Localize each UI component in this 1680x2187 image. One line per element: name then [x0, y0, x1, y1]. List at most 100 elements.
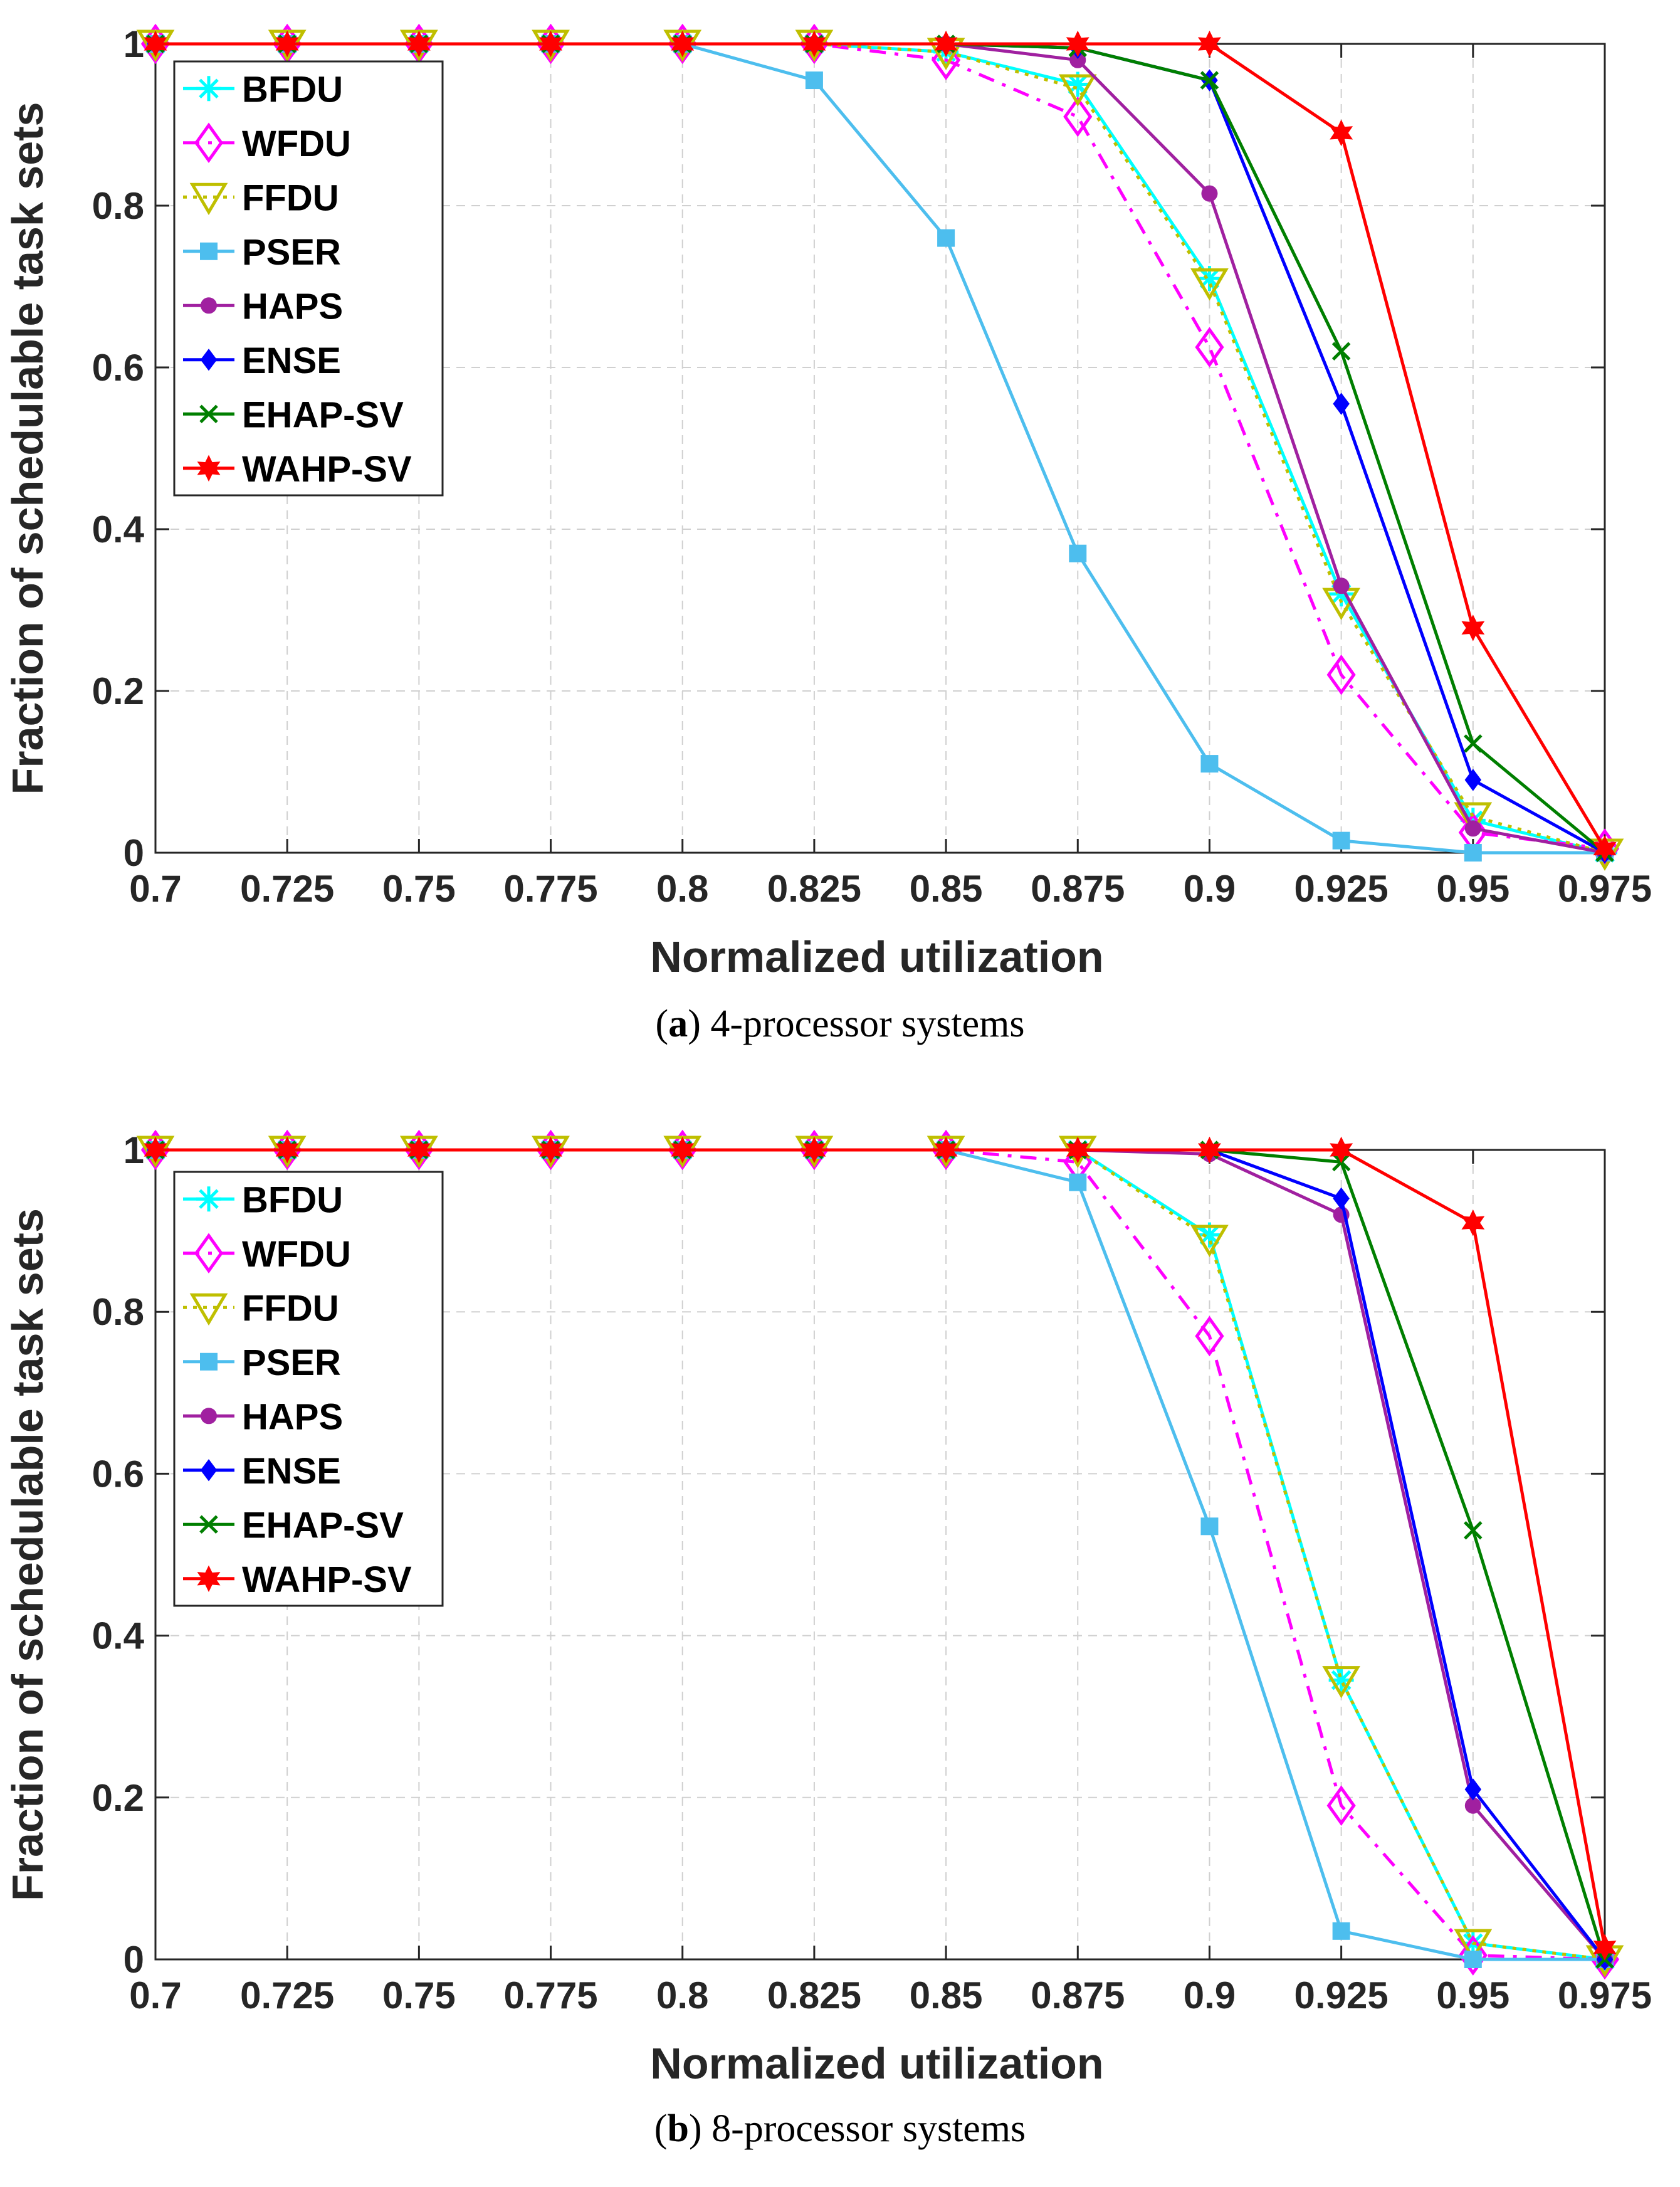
data-point-wahp-sv: [144, 1136, 167, 1164]
data-point-ffdu: [1322, 1666, 1361, 1699]
data-point-wahp-sv: [802, 1136, 826, 1164]
y-axis-label: Fraction of schedulable task sets: [3, 102, 52, 795]
x-tick-label: 0.975: [1558, 1974, 1652, 2016]
x-tick-label: 0.85: [910, 868, 983, 910]
legend-marker-ense: [200, 1459, 218, 1482]
data-point-ffdu: [1190, 268, 1229, 301]
legend-marker-ense: [200, 349, 218, 371]
x-tick-label: 0.9: [1184, 868, 1236, 910]
data-point-wahp-sv: [407, 30, 431, 58]
legend-marker-wahp-sv: [197, 1565, 221, 1593]
data-point-ffdu: [1454, 1929, 1493, 1962]
data-point-wfdu: [1195, 327, 1224, 368]
legend-item-haps: HAPS: [183, 286, 343, 327]
data-point-pser: [1200, 1517, 1219, 1536]
caption-b: (b) 8-processor systems: [654, 2107, 1026, 2150]
y-tick-label: 0.2: [92, 1777, 144, 1819]
x-tick-label: 0.875: [1031, 1974, 1125, 2016]
legend-marker-bfdu: [196, 76, 221, 102]
x-tick-label: 0.725: [240, 1974, 334, 2016]
caption-b-text: 8-processor systems: [711, 2107, 1026, 2150]
legend-item-bfdu: BFDU: [183, 69, 343, 110]
legend-label-wahp-sv: WAHP-SV: [242, 1559, 412, 1600]
y-tick-label: 1: [123, 1129, 144, 1171]
legend-marker-ehap-sv: [199, 404, 218, 424]
x-tick-label: 0.95: [1436, 1974, 1509, 2016]
legend-marker-ehap-sv: [199, 1515, 218, 1534]
x-tick-label: 0.825: [767, 1974, 861, 2016]
data-point-wfdu: [1458, 1935, 1488, 1976]
data-point-wahp-sv: [934, 30, 958, 58]
y-tick-label: 0.6: [92, 1453, 144, 1495]
legend: BFDU WFDU FFDU PSER HAPS ENSE EHAP-SV WAHP-SV: [173, 1171, 444, 1607]
legend-item-bfdu: BFDU: [183, 1179, 343, 1220]
x-tick-label: 0.85: [910, 1974, 983, 2016]
x-axis-label: Normalized utilization: [650, 932, 1103, 981]
legend-box: [173, 1171, 444, 1607]
x-tick-label: 0.7: [129, 868, 181, 910]
legend-item-pser: PSER: [183, 232, 341, 273]
legend-label-ehap-sv: EHAP-SV: [242, 394, 404, 435]
data-point-wfdu: [1326, 1785, 1356, 1826]
data-point-ense: [1464, 1778, 1482, 1801]
data-point-pser: [1464, 844, 1482, 862]
legend-label-ense: ENSE: [242, 340, 341, 381]
data-point-pser: [1464, 1951, 1482, 1968]
x-tick-label: 0.775: [503, 868, 597, 910]
legend-label-ehap-sv: EHAP-SV: [242, 1505, 404, 1546]
data-point-wfdu: [1195, 1315, 1224, 1357]
data-point-wfdu: [1326, 654, 1356, 695]
legend-item-wfdu: WFDU: [183, 1233, 351, 1275]
legend-label-ense: ENSE: [242, 1451, 341, 1492]
x-tick-label: 0.925: [1294, 1974, 1389, 2016]
legend-label-haps: HAPS: [242, 1396, 343, 1437]
series-line-wahp-sv: [155, 42, 1607, 850]
legend-label-wahp-sv: WAHP-SV: [242, 449, 412, 490]
data-point-haps: [1464, 820, 1481, 837]
y-tick-label: 0: [123, 832, 144, 874]
data-point-wahp-sv: [1593, 835, 1617, 862]
data-point-wahp-sv: [802, 30, 826, 58]
legend-marker-pser: [200, 1352, 218, 1371]
data-point-ffdu: [1454, 802, 1493, 835]
data-point-wahp-sv: [407, 1136, 431, 1164]
series-line-wahp-sv: [155, 1148, 1607, 1948]
data-point-wfdu: [1063, 96, 1093, 137]
data-point-wahp-sv: [539, 30, 562, 58]
data-point-wahp-sv: [1593, 1934, 1617, 1961]
data-point-pser: [937, 229, 955, 247]
legend-marker-wahp-sv: [197, 455, 221, 482]
x-tick-label: 0.75: [382, 1974, 456, 2016]
data-point-wahp-sv: [671, 1136, 695, 1164]
data-point-wahp-sv: [1198, 1136, 1221, 1164]
data-point-pser: [805, 71, 823, 90]
y-tick-label: 0.2: [92, 670, 144, 712]
x-tick-label: 0.975: [1558, 868, 1652, 910]
legend-item-wahp-sv: WAHP-SV: [183, 1559, 412, 1600]
legend-item-wahp-sv: WAHP-SV: [183, 449, 412, 490]
legend-label-ffdu: FFDU: [242, 177, 339, 218]
legend-item-ffdu: FFDU: [183, 177, 339, 218]
legend-item-ense: ENSE: [183, 1451, 341, 1492]
data-point-wahp-sv: [275, 30, 299, 58]
legend-marker-ffdu: [189, 1293, 228, 1326]
chart-panel-a: 0.7 0.725 0.75 0.775 0.8 0.825 0.85 0.875 0.9 0.9…: [3, 23, 1652, 1045]
caption-a-letter: a: [668, 1003, 688, 1045]
y-tick-label: 0.4: [92, 509, 145, 551]
x-axis-label: Normalized utilization: [650, 2039, 1103, 2088]
legend-marker-wfdu: [194, 1233, 224, 1274]
series-wahp-sv: [144, 1136, 1617, 1961]
legend-label-haps: HAPS: [242, 286, 343, 327]
x-tick-label: 0.925: [1294, 868, 1389, 910]
caption-b-letter: b: [667, 2107, 689, 2150]
series-wahp-sv: [144, 30, 1617, 862]
data-point-ense: [1464, 769, 1482, 791]
data-point-wahp-sv: [1461, 1209, 1485, 1236]
legend-item-ehap-sv: EHAP-SV: [183, 1505, 404, 1546]
legend-item-ehap-sv: EHAP-SV: [183, 394, 404, 435]
data-point-haps: [1201, 185, 1218, 202]
legend-item-ense: ENSE: [183, 340, 341, 381]
data-point-pser: [1332, 831, 1350, 850]
legend-label-wfdu: WFDU: [242, 124, 351, 164]
y-tick-label: 0.6: [92, 347, 144, 389]
